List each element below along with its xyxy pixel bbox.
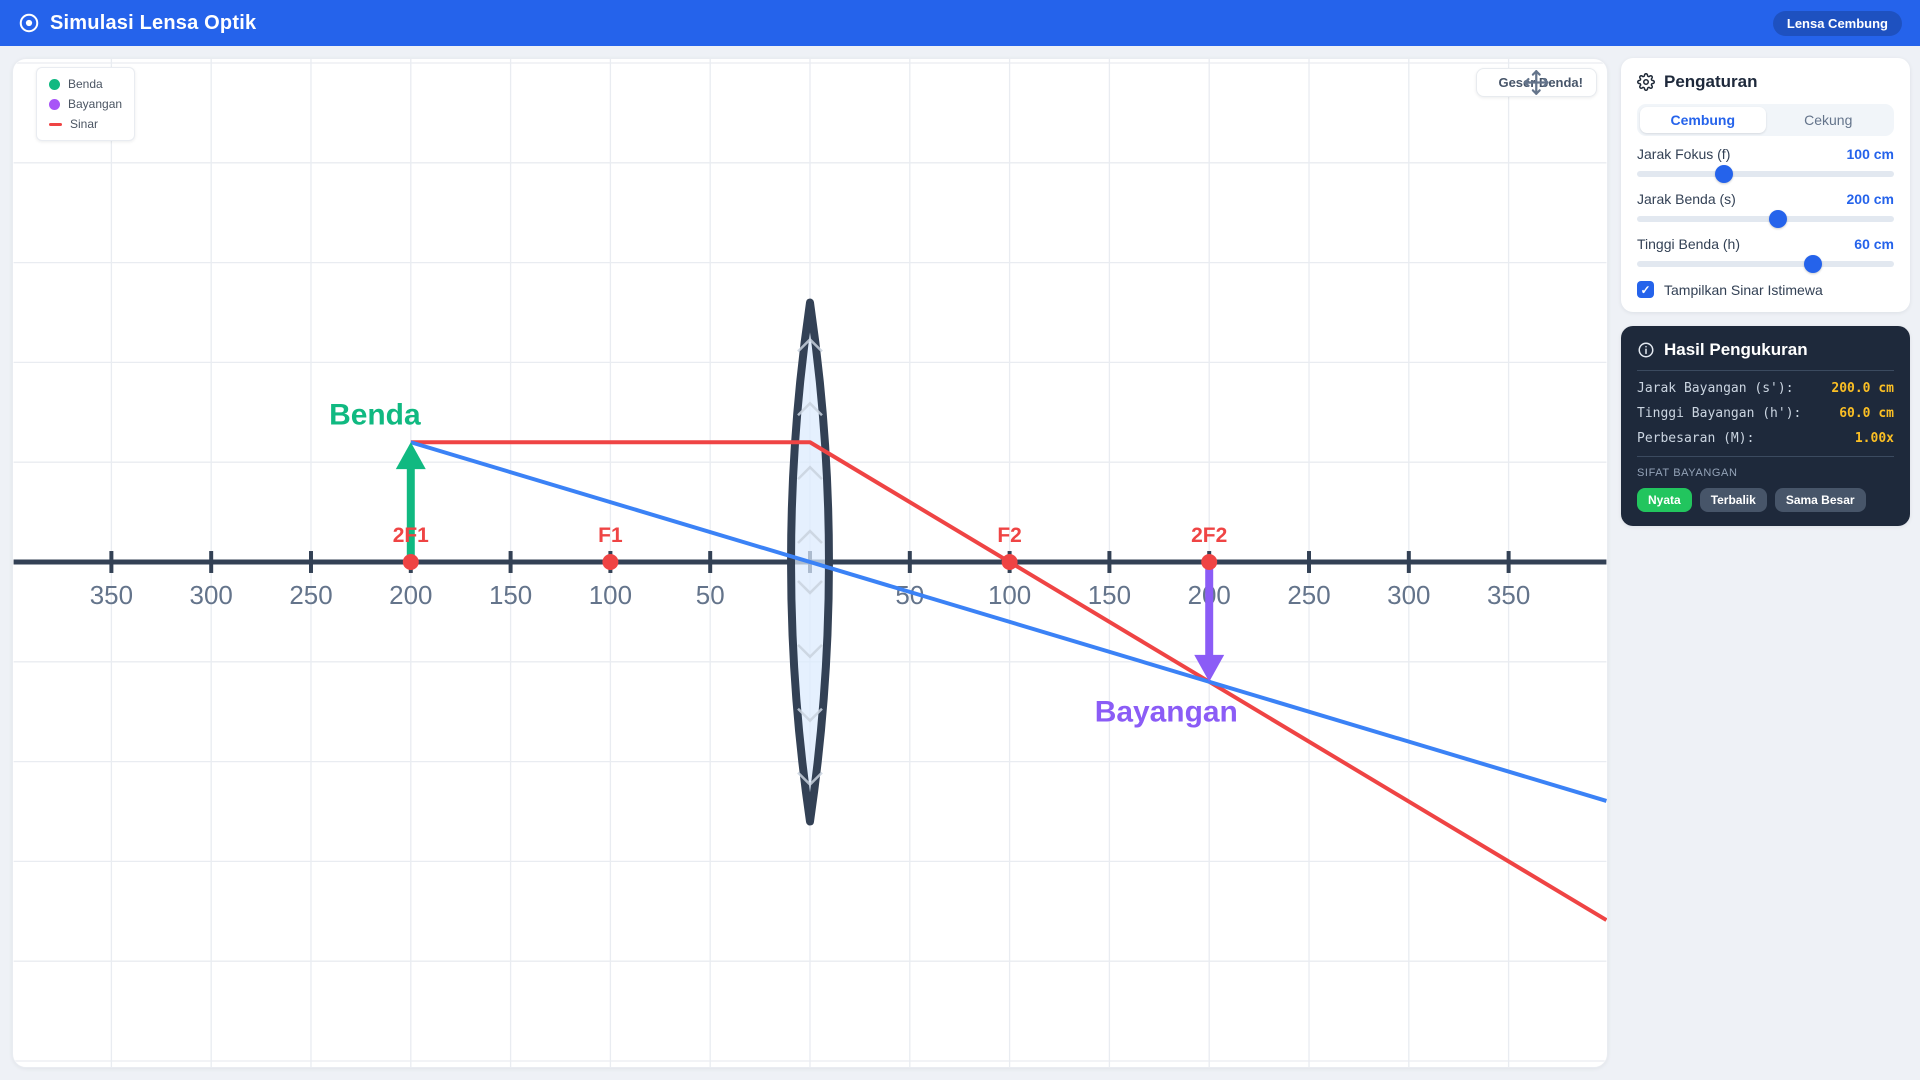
eye-icon bbox=[18, 12, 40, 34]
object-distance-slider[interactable] bbox=[1637, 210, 1894, 228]
slider-value: 60 cm bbox=[1854, 236, 1894, 252]
slider-value: 200 cm bbox=[1846, 191, 1894, 207]
result-value: 1.00x bbox=[1854, 431, 1894, 446]
focal-point-dot bbox=[1201, 554, 1218, 570]
focal-point-label: 2F2 bbox=[1191, 524, 1227, 547]
checkbox-label: Tampilkan Sinar Istimewa bbox=[1664, 281, 1823, 298]
slider-label: Jarak Fokus (f) bbox=[1637, 146, 1731, 162]
object-height-slider-group: Tinggi Benda (h) 60 cm bbox=[1637, 236, 1894, 273]
legend-label: Sinar bbox=[70, 117, 99, 131]
benda-marker-icon bbox=[49, 78, 60, 90]
bayangan-marker-icon bbox=[49, 98, 60, 110]
slider-label: Jarak Benda (s) bbox=[1637, 191, 1736, 207]
settings-panel: Pengaturan Cembung Cekung Jarak Fokus (f… bbox=[1621, 58, 1910, 312]
badge-nyata: Nyata bbox=[1637, 488, 1692, 512]
app-header: Simulasi Lensa Optik Lensa Cembung bbox=[0, 0, 1920, 46]
slider-thumb[interactable] bbox=[1715, 165, 1734, 183]
divider bbox=[1637, 456, 1894, 457]
svg-text:250: 250 bbox=[289, 582, 332, 610]
image-property-badges: Nyata Terbalik Sama Besar bbox=[1637, 488, 1894, 512]
divider bbox=[1637, 370, 1894, 371]
gear-icon bbox=[1637, 73, 1655, 91]
focal-point-dot bbox=[602, 554, 619, 570]
info-icon bbox=[1637, 341, 1655, 359]
sinar-marker-icon bbox=[49, 122, 62, 126]
focal-points: 2F1 F1 F2 2F2 bbox=[393, 524, 1227, 570]
object-distance-slider-group: Jarak Benda (s) 200 cm bbox=[1637, 191, 1894, 228]
page-title: Simulasi Lensa Optik bbox=[50, 11, 257, 34]
result-value: 60.0 cm bbox=[1839, 406, 1894, 421]
image-properties-label: SIFAT BAYANGAN bbox=[1637, 467, 1738, 479]
svg-text:350: 350 bbox=[1487, 582, 1530, 610]
svg-text:150: 150 bbox=[489, 582, 532, 610]
image-label: Bayangan bbox=[1095, 696, 1238, 729]
svg-text:350: 350 bbox=[90, 582, 133, 610]
slider-thumb[interactable] bbox=[1804, 255, 1823, 273]
slider-label: Tinggi Benda (h) bbox=[1637, 236, 1740, 252]
legend-item-benda: Benda bbox=[49, 77, 122, 91]
lens-type-badge: Lensa Cembung bbox=[1772, 10, 1902, 36]
tab-cembung[interactable]: Cembung bbox=[1640, 107, 1766, 133]
focal-point-dot bbox=[1001, 554, 1018, 570]
focal-point-label: 2F1 bbox=[393, 524, 429, 547]
legend-label: Benda bbox=[68, 77, 103, 91]
results-panel: Hasil Pengukuran Jarak Bayangan (s'): 20… bbox=[1621, 326, 1910, 526]
focal-point-label: F1 bbox=[598, 524, 623, 547]
svg-text:100: 100 bbox=[988, 582, 1031, 610]
object-height-slider[interactable] bbox=[1637, 255, 1894, 273]
result-label: Jarak Bayangan (s'): bbox=[1637, 381, 1794, 396]
light-rays bbox=[410, 440, 1607, 922]
svg-text:50: 50 bbox=[696, 582, 725, 610]
result-label: Tinggi Bayangan (h'): bbox=[1637, 406, 1802, 421]
badge-sama-besar: Sama Besar bbox=[1774, 488, 1866, 512]
legend-item-bayangan: Bayangan bbox=[49, 97, 122, 111]
focal-point-label: F2 bbox=[997, 524, 1021, 547]
svg-text:150: 150 bbox=[1088, 582, 1131, 610]
simulation-canvas: 3503002502001501005050100150200250300350… bbox=[12, 58, 1608, 1068]
results-title: Hasil Pengukuran bbox=[1664, 340, 1808, 359]
drag-object-button[interactable]: Geser Benda! bbox=[1476, 68, 1597, 97]
object-label: Benda bbox=[329, 398, 421, 431]
settings-title: Pengaturan bbox=[1664, 72, 1758, 91]
result-row-image-height: Tinggi Bayangan (h'): 60.0 cm bbox=[1637, 406, 1894, 421]
slider-value: 100 cm bbox=[1846, 146, 1894, 162]
svg-text:300: 300 bbox=[1387, 582, 1430, 610]
focal-length-slider[interactable] bbox=[1637, 165, 1894, 183]
svg-text:100: 100 bbox=[589, 582, 632, 610]
lens-type-tabs: Cembung Cekung bbox=[1637, 104, 1894, 136]
result-value: 200.0 cm bbox=[1831, 381, 1894, 396]
result-row-image-distance: Jarak Bayangan (s'): 200.0 cm bbox=[1637, 381, 1894, 396]
slider-thumb[interactable] bbox=[1769, 210, 1788, 228]
svg-text:200: 200 bbox=[389, 582, 432, 610]
checkbox-icon[interactable] bbox=[1637, 281, 1654, 298]
image-arrow: Bayangan bbox=[1095, 562, 1238, 729]
sidebar: Pengaturan Cembung Cekung Jarak Fokus (f… bbox=[1621, 58, 1910, 526]
svg-text:250: 250 bbox=[1287, 582, 1330, 610]
legend: Benda Bayangan Sinar bbox=[36, 67, 136, 141]
ray-diagram: 3503002502001501005050100150200250300350… bbox=[13, 59, 1607, 1067]
object-arrow[interactable]: Benda bbox=[329, 398, 426, 563]
legend-item-sinar: Sinar bbox=[49, 117, 122, 131]
special-rays-toggle[interactable]: Tampilkan Sinar Istimewa bbox=[1637, 281, 1894, 298]
legend-label: Bayangan bbox=[68, 97, 123, 111]
tab-cekung[interactable]: Cekung bbox=[1766, 107, 1892, 133]
focal-point-dot bbox=[402, 554, 419, 570]
svg-text:300: 300 bbox=[190, 582, 233, 610]
result-label: Perbesaran (M): bbox=[1637, 431, 1755, 446]
focal-length-slider-group: Jarak Fokus (f) 100 cm bbox=[1637, 146, 1894, 183]
result-row-magnification: Perbesaran (M): 1.00x bbox=[1637, 431, 1894, 446]
badge-terbalik: Terbalik bbox=[1699, 488, 1767, 512]
